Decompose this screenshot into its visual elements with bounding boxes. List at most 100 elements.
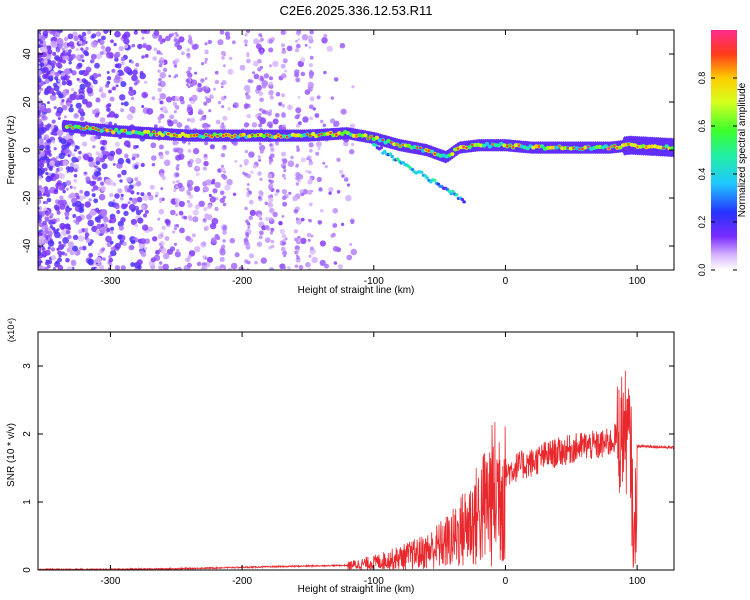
spectrogram-cell [222, 195, 226, 200]
spectrogram-cell [330, 96, 334, 100]
spectrogram-cell [388, 152, 393, 156]
spectrogram-cell [195, 157, 202, 165]
spectrogram-cell [257, 213, 262, 218]
spectrogram-cell [232, 104, 236, 108]
spectrogram-cell [78, 34, 82, 38]
spectrogram-cell [340, 108, 347, 115]
spectrogram-cell [345, 194, 352, 202]
spectrogram-cell [194, 246, 201, 253]
spectrogram-cell [398, 145, 402, 148]
spectrogram-cell [100, 185, 107, 192]
spectrogram-cell [55, 170, 59, 174]
spectrogram-cell [47, 87, 55, 94]
spectrogram-cell [204, 213, 210, 219]
spectrogram-cell [127, 188, 132, 193]
spectrogram-cell [77, 155, 82, 160]
spectrogram-cell [172, 133, 176, 136]
spectrogram-cell [308, 46, 311, 49]
spectrogram-cell [54, 31, 61, 38]
spectrogram-cell [187, 38, 193, 44]
spectrogram-cell [113, 163, 116, 166]
spectrogram-cell [40, 40, 44, 44]
spectrogram-cell [295, 163, 299, 167]
spectrogram-cell [295, 172, 301, 177]
spectrogram-cell [112, 86, 117, 91]
spectrogram-cell [153, 47, 158, 52]
spectrogram-cell [97, 128, 101, 132]
spectrogram-cell [462, 200, 466, 204]
spectrogram-cell [95, 32, 99, 36]
spectrogram-cell [335, 133, 338, 136]
spectrogram-cell [79, 83, 86, 90]
spectrogram-cell [450, 152, 455, 157]
spectrogram-cell [57, 250, 62, 256]
spectrogram-cell [269, 179, 274, 184]
snr-y-tick-label: 3 [22, 363, 33, 369]
spectrogram-cell [43, 59, 48, 64]
snr-frame [37, 331, 675, 571]
colorbar-tick-label: 0.2 [697, 216, 707, 229]
spectrogram-cell [69, 93, 76, 101]
spectrogram-cell [220, 267, 225, 270]
spectrogram-cell [246, 114, 251, 119]
spectrogram-cell [301, 217, 305, 222]
spectrogram-cell [128, 86, 133, 91]
spectrogram-cell [275, 91, 281, 97]
spectrogram-cell [131, 199, 137, 205]
spectrogram-cell [93, 79, 98, 85]
spectrogram-cell [613, 144, 616, 147]
spectrogram-cell [68, 124, 72, 128]
spectrogram-cell [38, 169, 44, 176]
spectrogram-cell [261, 109, 266, 114]
spectrogram-cell [297, 38, 300, 41]
spectrogram-cell [311, 256, 318, 264]
spectrogram-cell [460, 197, 465, 202]
spectrogram-cell [259, 107, 263, 112]
spectrogram-cell [227, 134, 231, 137]
spectrogram-cell [282, 201, 288, 207]
spectrogram-cell [265, 133, 269, 136]
spectrogram-cell [282, 173, 286, 178]
spectrogram-cell [99, 51, 104, 56]
spectrogram-cell [204, 256, 208, 260]
spectrogram-cell [258, 142, 262, 146]
spectrogram-cell [114, 57, 119, 62]
spectrogram-cell [191, 44, 198, 50]
spectrogram-cell [158, 98, 162, 101]
spectrogram-cell [99, 117, 106, 123]
spectrogram-cells [38, 30, 674, 270]
spectrogram-cell [56, 37, 63, 45]
spectrogram-cell [158, 78, 162, 82]
spectrogram-cell [71, 126, 75, 129]
spectrogram-cell [69, 207, 72, 211]
spectrogram-cell [84, 229, 88, 233]
spectrogram-cell [178, 210, 184, 216]
spectrogram-cell [104, 178, 112, 186]
spectrogram-cell [324, 263, 329, 269]
spectrogram-cell [187, 162, 193, 168]
spectrogram-cell [114, 30, 121, 38]
spectrogram-cell [207, 204, 213, 209]
spectrogram-cell [159, 154, 164, 160]
spectrogram-cell [267, 173, 273, 179]
spectrogram-cell [336, 190, 341, 194]
spectrogram-cell [52, 221, 56, 225]
spectrogram-cell [193, 185, 200, 193]
spectrogram-cell [105, 83, 110, 88]
colorbar-ticks: 0.0 0.2 0.4 0.6 0.8 [697, 72, 737, 276]
spectrogram-cell [38, 251, 42, 257]
spectrogram-y-tick-label: 40 [22, 48, 33, 60]
spectrogram-cell [257, 171, 262, 176]
spectrogram-cell [123, 129, 127, 132]
spectrogram-cell [81, 59, 85, 63]
spectrogram-cell [306, 133, 309, 136]
spectrogram-cell [201, 86, 207, 92]
spectrogram-cell [101, 35, 106, 41]
spectrogram-cell [220, 167, 226, 173]
spectrogram-cell [117, 173, 122, 178]
spectrogram-cell [188, 194, 194, 199]
spectrogram-cell [305, 170, 309, 173]
spectrogram-cell [307, 238, 311, 242]
spectrogram-cell [157, 217, 161, 221]
spectrogram-cell [136, 191, 140, 195]
